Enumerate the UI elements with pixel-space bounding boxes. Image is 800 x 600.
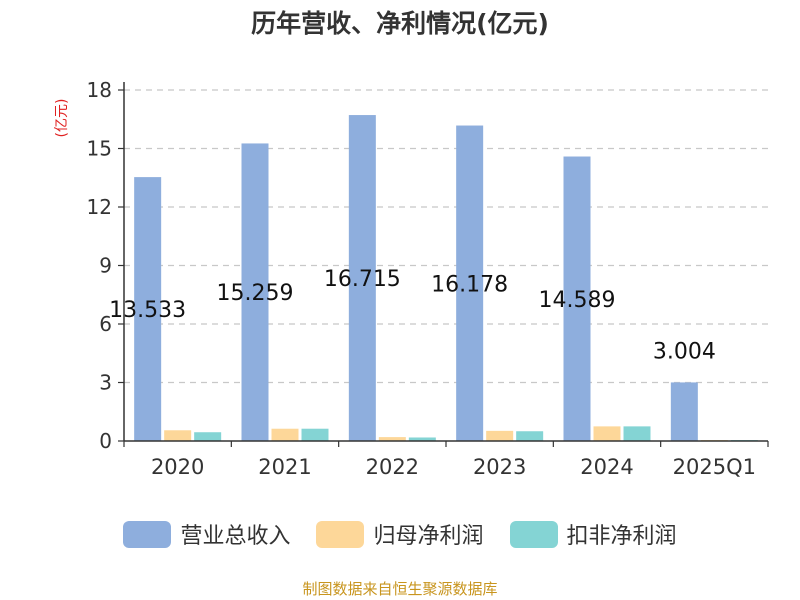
chart-title: 历年营收、净利情况(亿元) <box>251 9 549 38</box>
x-tick-label: 2020 <box>151 455 204 479</box>
bar-net-profit <box>378 437 406 441</box>
bar-net-profit <box>164 430 192 441</box>
gridlines <box>124 89 768 384</box>
bar-deducted-net-profit <box>516 431 544 441</box>
legend-item-net-profit[interactable]: 归母净利润 <box>316 518 484 550</box>
legend-swatch-net-profit <box>316 520 365 548</box>
data-label: 13.533 <box>109 298 186 323</box>
bar-deducted-net-profit <box>301 428 329 441</box>
bar-revenue <box>134 177 162 441</box>
bar-revenue <box>456 125 484 442</box>
data-labels: 13.533 15.259 16.715 16.178 14.589 3.004 <box>109 267 716 364</box>
x-tick-label: 2023 <box>473 455 526 479</box>
bar-deducted-net-profit <box>194 432 222 441</box>
legend-swatch-revenue <box>123 520 172 548</box>
axes: 0 3 6 9 12 15 18 2020 2021 2022 2023 2024 2025Q1 <box>87 78 769 479</box>
y-axis-title: (亿元) <box>54 99 70 138</box>
legend: 营业总收入 归母净利润 扣非净利润 <box>0 518 800 550</box>
bar-deducted-net-profit <box>408 437 436 441</box>
legend-item-revenue[interactable]: 营业总收入 <box>123 518 290 550</box>
bar-net-profit <box>486 430 514 441</box>
data-label: 3.004 <box>653 339 716 364</box>
x-tick-label: 2022 <box>366 455 419 479</box>
bar-revenue <box>563 156 591 441</box>
bar-deducted-net-profit <box>623 426 651 441</box>
bar-revenue <box>348 115 376 442</box>
legend-swatch-deducted-net-profit <box>509 520 558 548</box>
bar-revenue <box>241 143 269 441</box>
bar-net-profit <box>593 426 621 441</box>
bar-revenue <box>670 382 698 441</box>
data-label: 16.178 <box>431 272 508 297</box>
y-tick-label: 0 <box>99 429 112 453</box>
y-tick-label: 12 <box>87 195 112 219</box>
legend-label-revenue: 营业总收入 <box>180 524 291 549</box>
source-note: 制图数据来自恒生聚源数据库 <box>302 580 498 598</box>
legend-label-net-profit: 归母净利润 <box>373 524 484 549</box>
data-label: 15.259 <box>217 281 294 306</box>
legend-label-deducted-net-profit: 扣非净利润 <box>566 524 677 549</box>
y-tick-label: 9 <box>99 254 112 278</box>
bars <box>134 115 758 442</box>
y-tick-label: 3 <box>99 371 112 395</box>
x-tick-label: 2024 <box>580 455 633 479</box>
legend-item-deducted-net-profit[interactable]: 扣非净利润 <box>509 518 677 550</box>
y-tick-label: 6 <box>99 312 112 336</box>
x-tick-label: 2025Q1 <box>673 455 756 479</box>
y-tick-label: 18 <box>87 78 112 102</box>
data-label: 16.715 <box>324 267 401 292</box>
x-tick-label: 2021 <box>258 455 311 479</box>
bar-net-profit <box>271 428 299 441</box>
y-tick-label: 15 <box>87 137 112 161</box>
data-label: 14.589 <box>539 288 616 313</box>
